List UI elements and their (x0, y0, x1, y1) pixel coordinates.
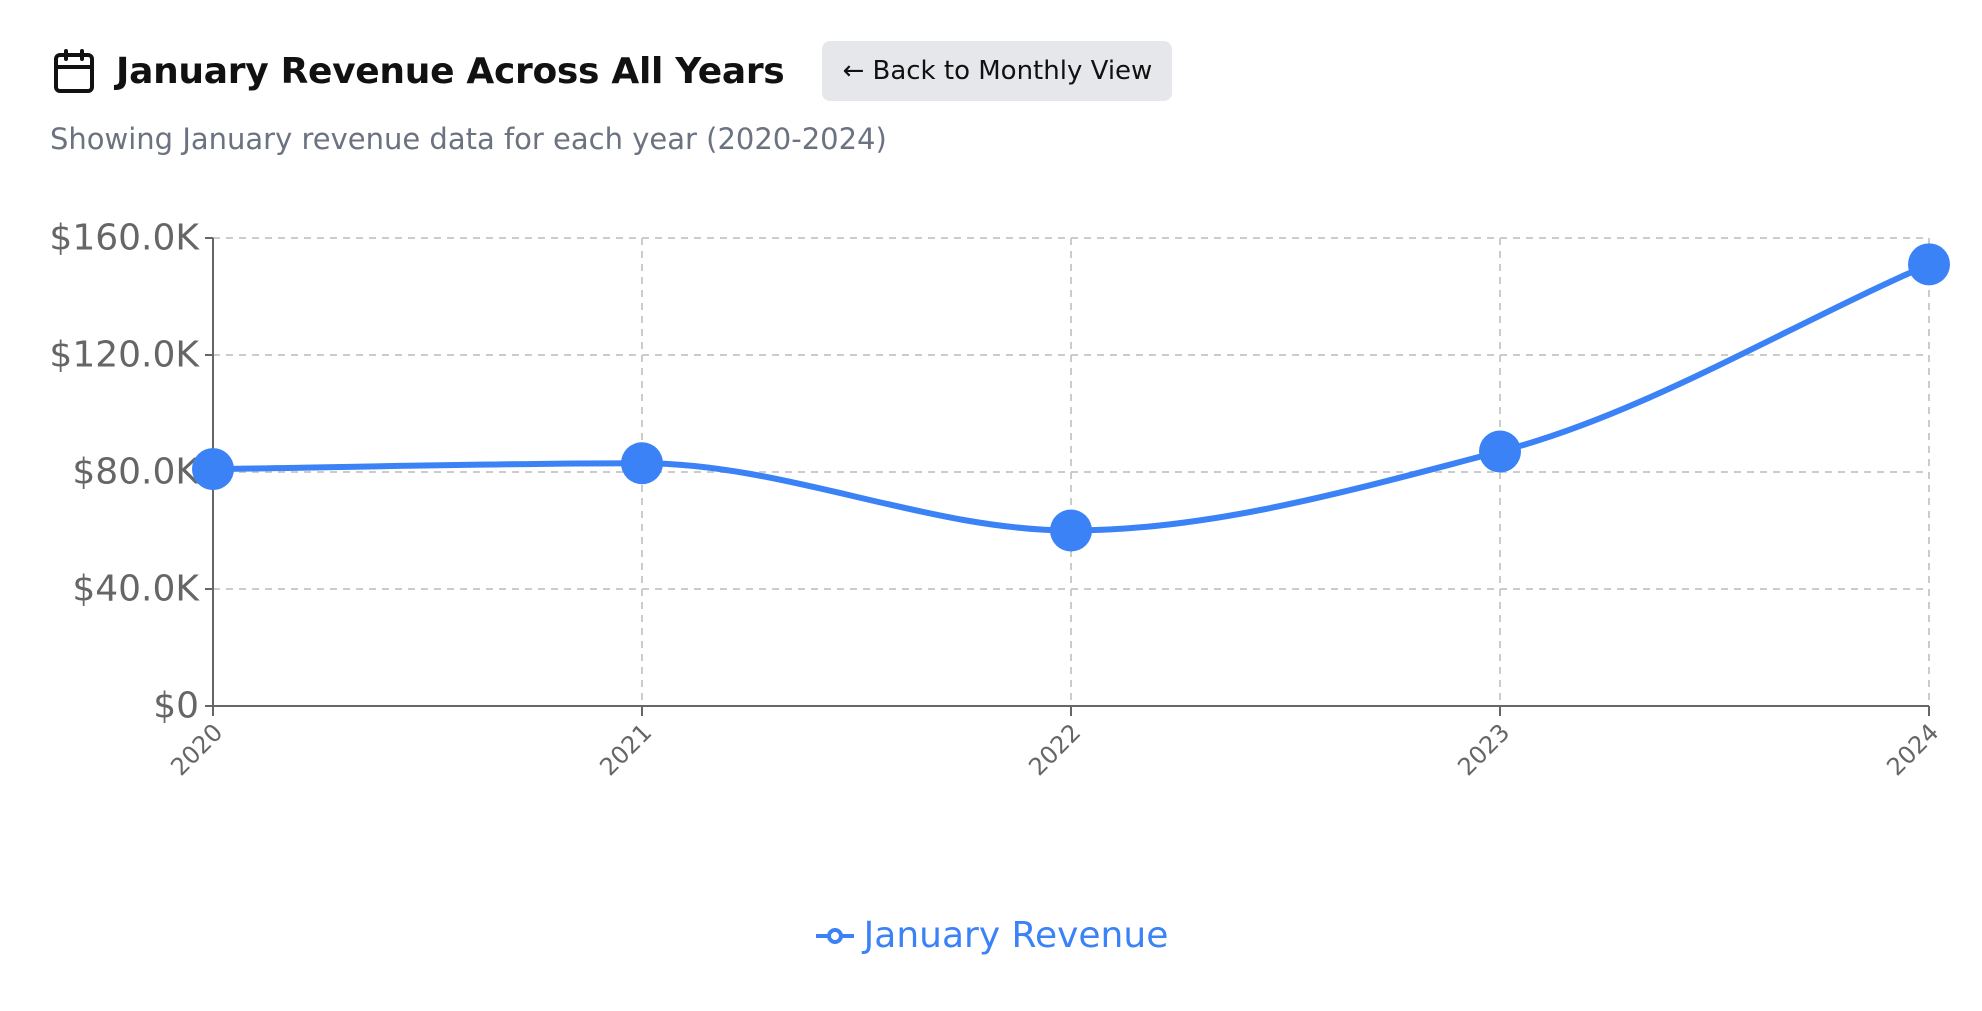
data-point-2023[interactable] (1479, 430, 1521, 473)
y-tick-label: $80.0K (72, 452, 200, 493)
legend: January Revenue (0, 915, 1982, 956)
series-points (192, 243, 1950, 552)
page-title: January Revenue Across All Years (116, 50, 785, 92)
calendar-icon (50, 47, 98, 95)
x-tick-label: 2023 (1452, 718, 1515, 781)
axes: $0 $40.0K $80.0K $120.0K $160.0K 2020 2021 2022… (49, 218, 1944, 782)
y-tick-label: $0 (153, 686, 199, 727)
data-point-2020[interactable] (192, 448, 234, 491)
legend-line-marker-icon (815, 927, 854, 944)
back-to-monthly-view-button[interactable]: ← Back to Monthly View (822, 41, 1173, 101)
revenue-line-chart: $0 $40.0K $80.0K $120.0K $160.0K 2020 2021 2022… (49, 218, 1950, 782)
chart-subtitle: Showing January revenue data for each ye… (50, 122, 887, 156)
data-point-2022[interactable] (1050, 509, 1092, 552)
data-point-2024[interactable] (1908, 243, 1950, 286)
y-tick-label: $120.0K (49, 335, 200, 376)
x-tick-label: 2024 (1881, 718, 1944, 781)
x-tick-label: 2020 (165, 718, 228, 781)
legend-label: January Revenue (863, 915, 1169, 956)
grid-lines (213, 237, 1930, 706)
data-point-2021[interactable] (621, 442, 663, 485)
legend-item-january-revenue[interactable]: January Revenue (814, 915, 1169, 956)
y-tick-label: $40.0K (72, 569, 200, 610)
x-tick-label: 2021 (594, 718, 657, 781)
y-tick-label: $160.0K (49, 218, 200, 259)
x-tick-label: 2022 (1023, 718, 1086, 781)
chart-header: January Revenue Across All Years ← Back … (50, 40, 1173, 102)
